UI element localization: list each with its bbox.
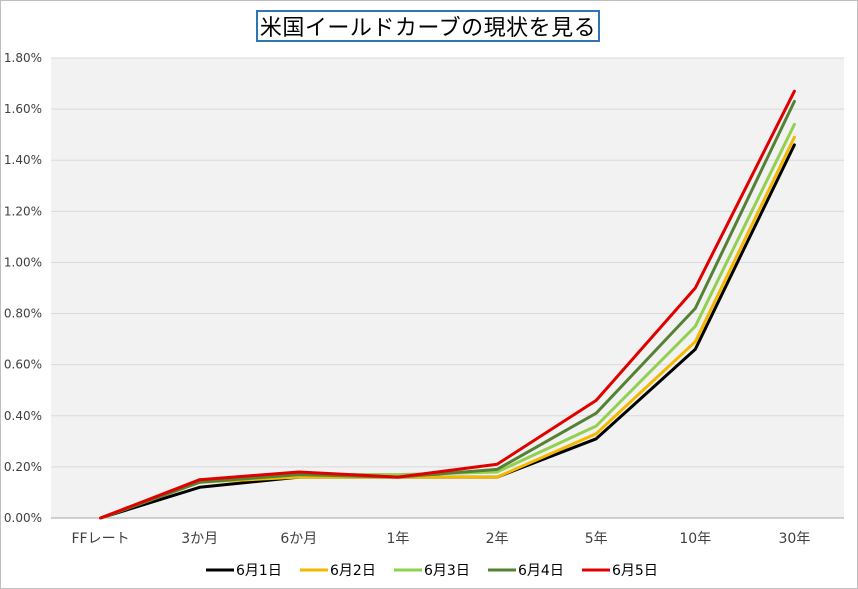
- y-tick-label: 0.40%: [4, 409, 42, 423]
- x-tick-label: 3か月: [181, 531, 218, 547]
- legend-label: 6月2日: [330, 563, 376, 579]
- series-lines: [99, 89, 796, 520]
- x-tick-label: 30年: [779, 531, 811, 547]
- x-tick-label: 10年: [679, 531, 711, 547]
- y-tick-label: 0.00%: [4, 511, 42, 525]
- legend-label: 6月5日: [612, 563, 658, 579]
- legend: 6月1日 6月2日 6月3日 6月4日 6月5日: [206, 563, 658, 579]
- y-tick-label: 1.00%: [4, 255, 42, 269]
- y-tick-label: 0.20%: [4, 460, 42, 474]
- legend-label: 6月4日: [518, 563, 564, 579]
- x-tick-label: 5年: [585, 531, 608, 547]
- y-axis: 0.00% 0.20% 0.40% 0.60% 0.80% 1.00% 1.20% 1.40%…: [4, 51, 844, 525]
- y-tick-label: 1.60%: [4, 102, 42, 116]
- x-tick-label: 6か月: [280, 531, 317, 547]
- y-tick-label: 1.40%: [4, 153, 42, 167]
- chart-title: 米国イールドカーブの現状を見る: [256, 10, 600, 42]
- legend-label: 6月3日: [424, 563, 470, 579]
- y-tick-label: 0.60%: [4, 358, 42, 372]
- y-tick-label: 1.80%: [4, 51, 42, 65]
- series-line: [99, 99, 796, 520]
- legend-label: 6月1日: [236, 563, 282, 579]
- plot-area: [51, 58, 844, 518]
- x-tick-label: 2年: [486, 531, 509, 547]
- x-tick-label: FFレート: [72, 531, 130, 547]
- x-axis: FFレート 3か月 6か月 1年 2年 5年 10年 30年: [72, 531, 811, 547]
- y-tick-label: 1.20%: [4, 204, 42, 218]
- y-tick-label: 0.80%: [4, 307, 42, 321]
- series-line: [99, 89, 796, 520]
- x-tick-label: 1年: [386, 531, 409, 547]
